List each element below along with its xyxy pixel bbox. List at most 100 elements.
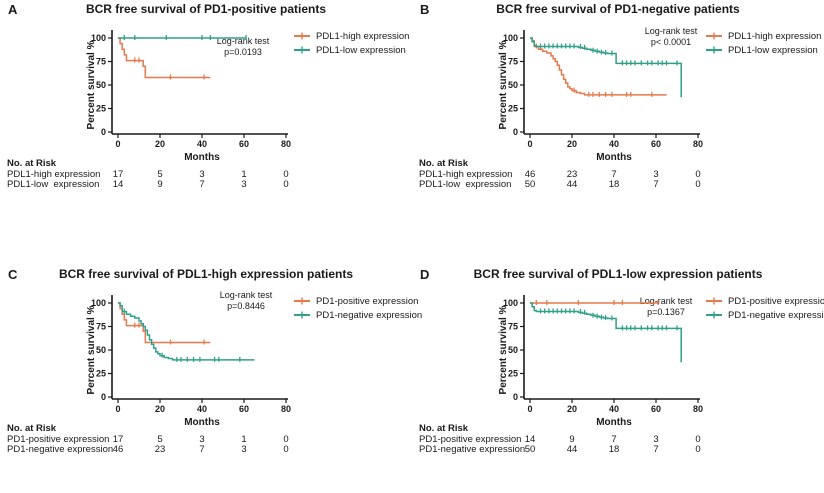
axes	[523, 295, 700, 400]
risk-header: No. at Risk	[7, 158, 57, 169]
legend-item: PDL1-low expression	[705, 43, 821, 57]
legend-label: PD1-negative expression	[316, 309, 423, 321]
panel-letter-D: D	[420, 267, 430, 282]
risk-value: 7	[611, 434, 617, 445]
legend-item: PDL1-high expression	[293, 29, 409, 43]
panel-B: B BCR free survival of PD1-negative pati…	[412, 0, 824, 228]
risk-value: 44	[566, 179, 578, 190]
risk-value: 23	[154, 444, 166, 455]
km-curve	[530, 302, 682, 363]
risk-row-label: PDL1-high expression	[7, 169, 101, 180]
panel-C: C BCR free survival of PDL1-high express…	[0, 228, 422, 456]
km-plot-D: 0 20 40 60 80 0 25 50 75 100 Months Percent surviva…	[498, 295, 703, 428]
risk-header: No. at Risk	[419, 423, 469, 434]
legend-marker-icon	[706, 46, 722, 54]
risk-value: 9	[569, 434, 575, 445]
risk-value: 3	[199, 434, 205, 445]
x-tick-label: 20	[155, 139, 165, 149]
risk-value: 0	[283, 169, 289, 180]
legend-A: PDL1-high expression PDL1-low expression	[293, 29, 409, 57]
risk-row: PD1-negative expression 46 23 7 3 0	[0, 444, 412, 455]
y-tick-label: 100	[91, 298, 106, 308]
risk-value: 5	[157, 169, 163, 180]
risk-row: PD1-positive expression 17 5 3 1 0	[0, 434, 412, 445]
legend-label: PDL1-high expression	[316, 30, 410, 42]
risk-row-label: PD1-negative expression	[419, 444, 526, 455]
y-tick-label: 75	[96, 322, 106, 332]
legend-D: PD1-positive expression PD1-negative expr…	[705, 294, 824, 322]
x-tick-label: 40	[609, 139, 619, 149]
km-plot-C: 0 20 40 60 80 0 25 50 75 100 Months Percent surviva…	[86, 290, 291, 428]
risk-row-label: PD1-positive expression	[7, 434, 110, 445]
panel-title-C: BCR free survival of PDL1-high expressio…	[58, 267, 354, 281]
axes	[523, 30, 700, 135]
risk-value: 14	[524, 434, 536, 445]
x-tick-label: 0	[115, 404, 120, 414]
risk-value: 0	[283, 444, 289, 455]
risk-value: 3	[241, 179, 247, 190]
risk-value: 3	[199, 169, 205, 180]
axes	[111, 295, 288, 400]
logrank-annotation: Log-rank test	[645, 26, 698, 36]
risk-value: 0	[695, 169, 701, 180]
km-plot-A: 0 20 40 60 80 0 25 50 75 100 Months Percent surviva…	[86, 30, 291, 163]
risk-value: 0	[695, 434, 701, 445]
y-tick-label: 50	[508, 345, 518, 355]
panel-letter-C: C	[8, 267, 18, 282]
risk-row-label: PDL1-high expression	[419, 169, 513, 180]
y-tick-label: 25	[96, 369, 106, 379]
panel-A: A BCR free survival of PD1-positive pati…	[0, 0, 412, 228]
legend-item: PD1-negative expression	[705, 308, 824, 322]
x-axis-label: Months	[184, 152, 220, 163]
y-tick-label: 0	[101, 392, 106, 402]
risk-value: 0	[283, 434, 289, 445]
y-tick-label: 75	[508, 57, 518, 67]
axes	[111, 30, 288, 135]
x-tick-label: 80	[281, 139, 291, 149]
risk-row: PDL1-low expression 50 44 18 7 0	[412, 179, 824, 190]
risk-value: 1	[241, 434, 247, 445]
risk-value: 3	[653, 169, 659, 180]
risk-row: PDL1-low expression 14 9 7 3 0	[0, 179, 412, 190]
panel-letter-A: A	[8, 2, 18, 17]
panel-title-D: BCR free survival of PDL1-low expression…	[473, 267, 763, 281]
legend-marker-icon	[706, 32, 722, 40]
risk-value: 50	[524, 179, 536, 190]
legend-marker-icon	[294, 297, 310, 305]
legend-marker-icon	[706, 311, 722, 319]
risk-value: 46	[112, 444, 124, 455]
risk-value: 3	[653, 434, 659, 445]
legend-label: PDL1-low expression	[316, 44, 406, 56]
legend-item: PDL1-high expression	[705, 29, 821, 43]
x-tick-label: 20	[155, 404, 165, 414]
km-curve	[530, 37, 682, 98]
risk-value: 3	[241, 444, 247, 455]
legend-item: PD1-positive expression	[705, 294, 824, 308]
x-axis-label: Months	[596, 417, 632, 428]
logrank-annotation: Log-rank test	[640, 296, 693, 306]
risk-value: 7	[199, 444, 205, 455]
y-tick-label: 25	[508, 369, 518, 379]
legend-label: PD1-negative expression	[728, 309, 824, 321]
legend-marker-icon	[294, 32, 310, 40]
legend-item: PD1-positive expression	[293, 294, 422, 308]
x-tick-label: 20	[567, 139, 577, 149]
risk-value: 7	[611, 169, 617, 180]
legend-marker-icon	[294, 311, 310, 319]
legend-B: PDL1-high expression PDL1-low expression	[705, 29, 821, 57]
x-tick-label: 0	[527, 139, 532, 149]
risk-value: 1	[241, 169, 247, 180]
y-tick-label: 0	[513, 127, 518, 137]
y-tick-label: 25	[508, 104, 518, 114]
y-axis-label: Percent survival %	[498, 40, 509, 129]
panel-title-A: BCR free survival of PD1-positive patien…	[85, 2, 327, 16]
risk-value: 0	[695, 444, 701, 455]
risk-row-label: PD1-positive expression	[419, 434, 522, 445]
legend-item: PD1-negative expression	[293, 308, 422, 322]
x-tick-label: 40	[197, 404, 207, 414]
km-curve	[118, 302, 211, 344]
risk-value: 44	[566, 444, 578, 455]
risk-value: 14	[112, 179, 124, 190]
risk-value: 7	[653, 444, 659, 455]
x-tick-label: 0	[115, 139, 120, 149]
